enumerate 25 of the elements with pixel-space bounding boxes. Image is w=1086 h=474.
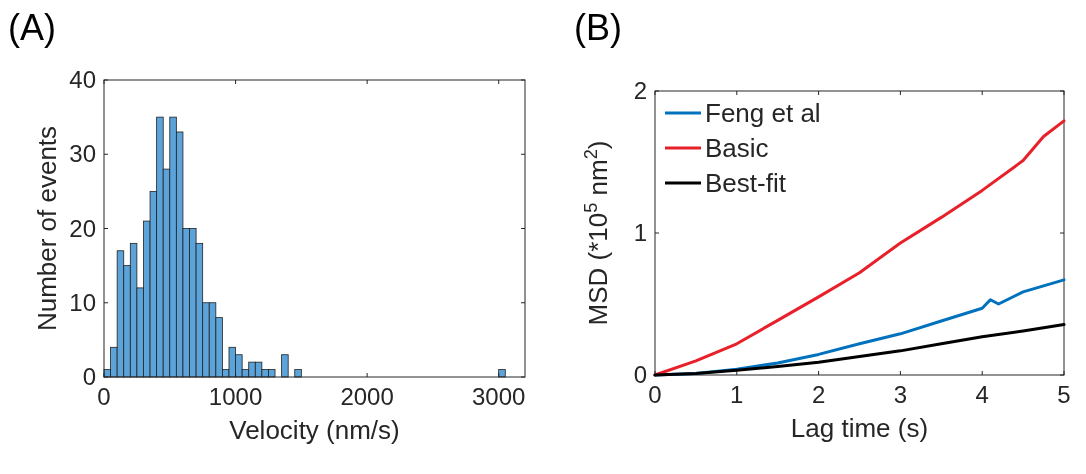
y-tick-label: 0 bbox=[82, 363, 96, 390]
x-tick-label: 3 bbox=[893, 381, 908, 408]
x-tick-label: 1 bbox=[730, 381, 744, 408]
x-tick-label: 2 bbox=[811, 381, 826, 408]
x-tick-label: 3000 bbox=[471, 383, 526, 410]
y-tick-label: 20 bbox=[69, 214, 96, 242]
chart-title: (A) bbox=[8, 7, 56, 48]
x-axis-title: Lag time (s) bbox=[790, 413, 929, 443]
y-tick-label: 10 bbox=[69, 288, 96, 316]
legend-label: Basic bbox=[705, 133, 769, 163]
legend-label: Best-fit bbox=[705, 168, 787, 198]
y-axis-title: Number of events bbox=[32, 125, 62, 332]
chart-title: (B) bbox=[574, 7, 622, 48]
y-tick-label: 30 bbox=[69, 140, 96, 168]
x-tick-label: 2000 bbox=[340, 383, 394, 410]
legend-label: Feng et al bbox=[705, 98, 821, 128]
x-axis-title: Velocity (nm/s) bbox=[229, 415, 400, 445]
y-tick-label: 1 bbox=[633, 219, 647, 246]
y-tick-label: 2 bbox=[633, 77, 647, 104]
line-series bbox=[653, 323, 1066, 377]
x-tick-label: 1000 bbox=[208, 383, 263, 410]
x-tick-label: 5 bbox=[1057, 381, 1071, 408]
x-tick-label: 4 bbox=[975, 381, 989, 408]
y-tick-label: 40 bbox=[69, 66, 96, 93]
y-tick-label: 0 bbox=[633, 361, 647, 388]
